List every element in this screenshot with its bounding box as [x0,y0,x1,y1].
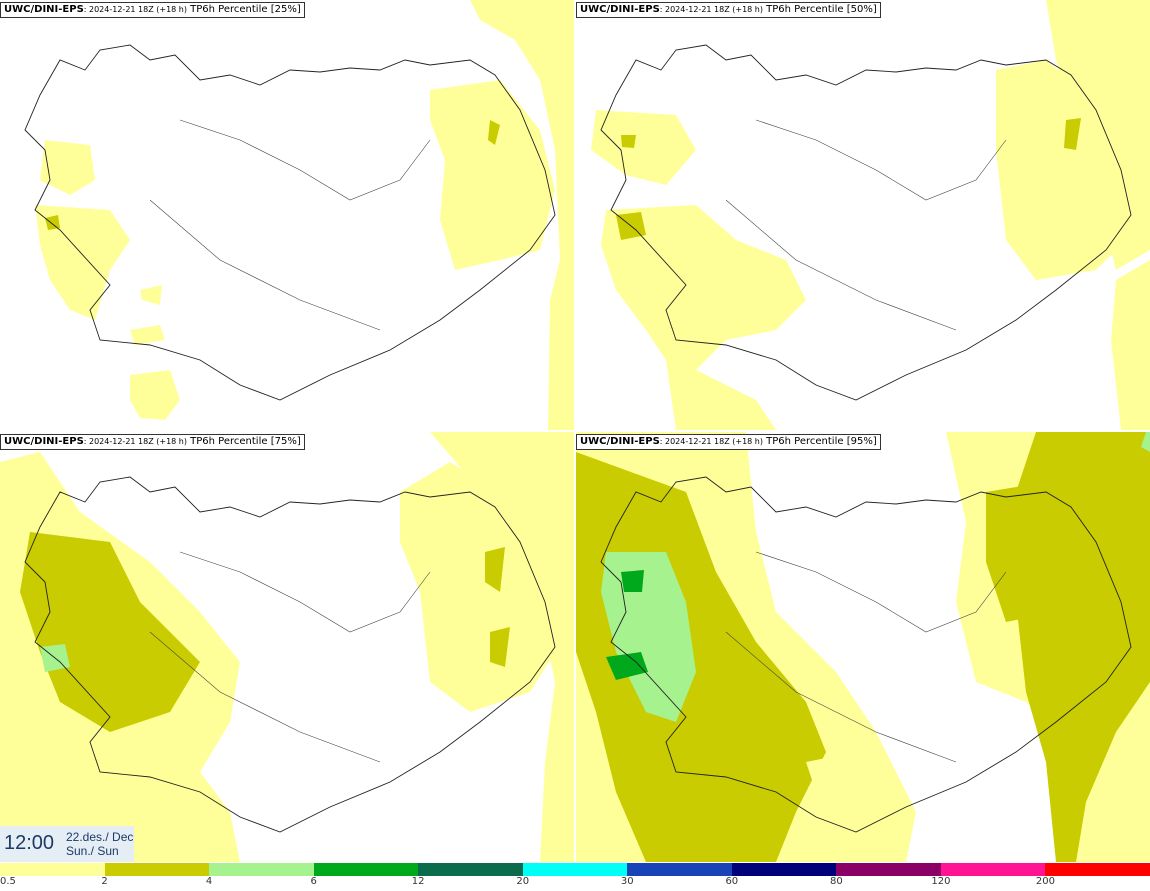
coastline-outline-p50 [600,44,1132,401]
colorbar-tick-label: 2 [101,876,108,887]
colorbar-labels: 0.5 2 4 6 12 20 30 60 80 120 200 [0,876,1150,890]
colorbar-segment [104,863,210,876]
coastline-outline-p75 [24,476,556,833]
colorbar-segment [940,863,1046,876]
colorbar-segment [731,863,837,876]
precip-colorbar [0,863,1150,876]
colorbar-tick-label: 6 [310,876,317,887]
colorbar-segment [627,863,732,876]
colorbar-segment [522,863,628,876]
precip-field-p50 [591,0,1150,430]
colorbar-tick-label: 0.5 [0,876,16,887]
valid-date-line2: Sun./ Sun [66,844,119,858]
colorbar-segment [1045,863,1150,876]
colorbar-tick-label: 30 [620,876,634,887]
valid-time-box: 12:00 22.des./ Dec Sun./ Sun [0,826,134,862]
colorbar-tick-label: 200 [1035,876,1055,887]
panel-title-p50: UWC/DINI-EPS: 2024-12-21 18Z (+18 h) TP6… [576,2,881,18]
coastline-outline-p95 [600,476,1132,833]
colorbar-segment [209,863,314,876]
coastline-outline-p25 [24,44,556,401]
valid-date: 22.des./ Dec Sun./ Sun [66,830,133,858]
colorbar-tick-label: 80 [829,876,843,887]
valid-date-line1: 22.des./ Dec [66,830,134,844]
map-panel-p95: UWC/DINI-EPS: 2024-12-21 18Z (+18 h) TP6… [576,432,1150,862]
colorbar-segment [313,863,419,876]
precip-field-p75 [0,432,574,862]
panel-title-p95: UWC/DINI-EPS: 2024-12-21 18Z (+18 h) TP6… [576,434,881,450]
colorbar-tick-label: 60 [725,876,739,887]
valid-time: 12:00 [4,832,55,854]
precip-field-p95 [576,432,1150,862]
colorbar-tick-label: 120 [931,876,951,887]
colorbar-segment [0,863,105,876]
map-panel-p25: UWC/DINI-EPS: 2024-12-21 18Z (+18 h) TP6… [0,0,574,430]
map-panel-p50: UWC/DINI-EPS: 2024-12-21 18Z (+18 h) TP6… [576,0,1150,430]
colorbar-segment [836,863,941,876]
panel-title-p25: UWC/DINI-EPS: 2024-12-21 18Z (+18 h) TP6… [0,2,305,18]
panel-title-p75: UWC/DINI-EPS: 2024-12-21 18Z (+18 h) TP6… [0,434,305,450]
colorbar-tick-label: 4 [205,876,213,887]
colorbar-tick-label: 20 [516,876,530,887]
map-panel-p75: UWC/DINI-EPS: 2024-12-21 18Z (+18 h) TP6… [0,432,574,862]
colorbar-segment [418,863,523,876]
precip-field-p25 [35,0,574,430]
colorbar-tick-label: 12 [411,876,425,887]
